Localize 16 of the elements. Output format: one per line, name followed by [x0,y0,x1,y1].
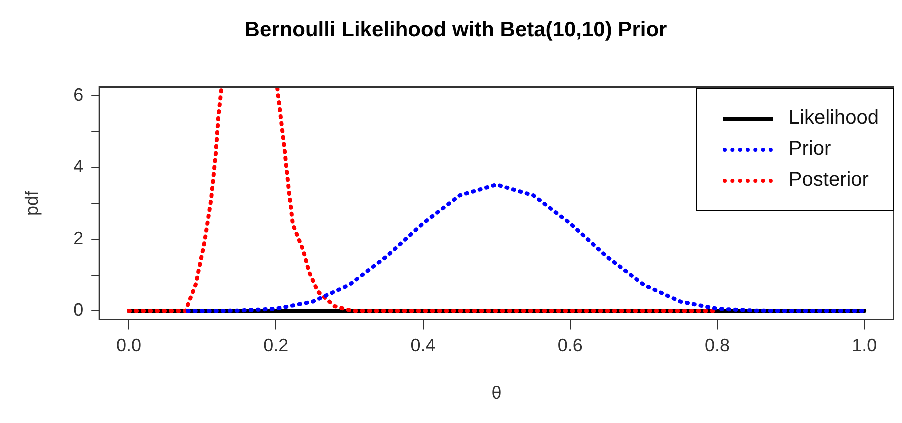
chart-title: Bernoulli Likelihood with Beta(10,10) Prior [244,18,668,42]
x-tick-label: 1.0 [852,336,878,356]
legend-label: Prior [788,137,832,162]
y-axis-title: pdf [22,190,42,216]
y-tick-label: 0 [74,300,84,320]
y-tick-label: 4 [74,156,84,177]
y-tick-label: 2 [74,228,84,248]
x-tick-label: 0.6 [558,336,583,356]
legend-label: Likelihood [788,106,879,131]
x-tick-label: 0.8 [704,336,730,356]
y-tick-label: 6 [74,84,84,105]
x-tick-label: 0.2 [264,336,289,356]
x-tick-label: 0.0 [116,336,142,356]
x-tick-label: 0.4 [410,336,436,356]
x-axis-title: θ [492,383,502,404]
legend-label: Posterior [788,168,869,193]
